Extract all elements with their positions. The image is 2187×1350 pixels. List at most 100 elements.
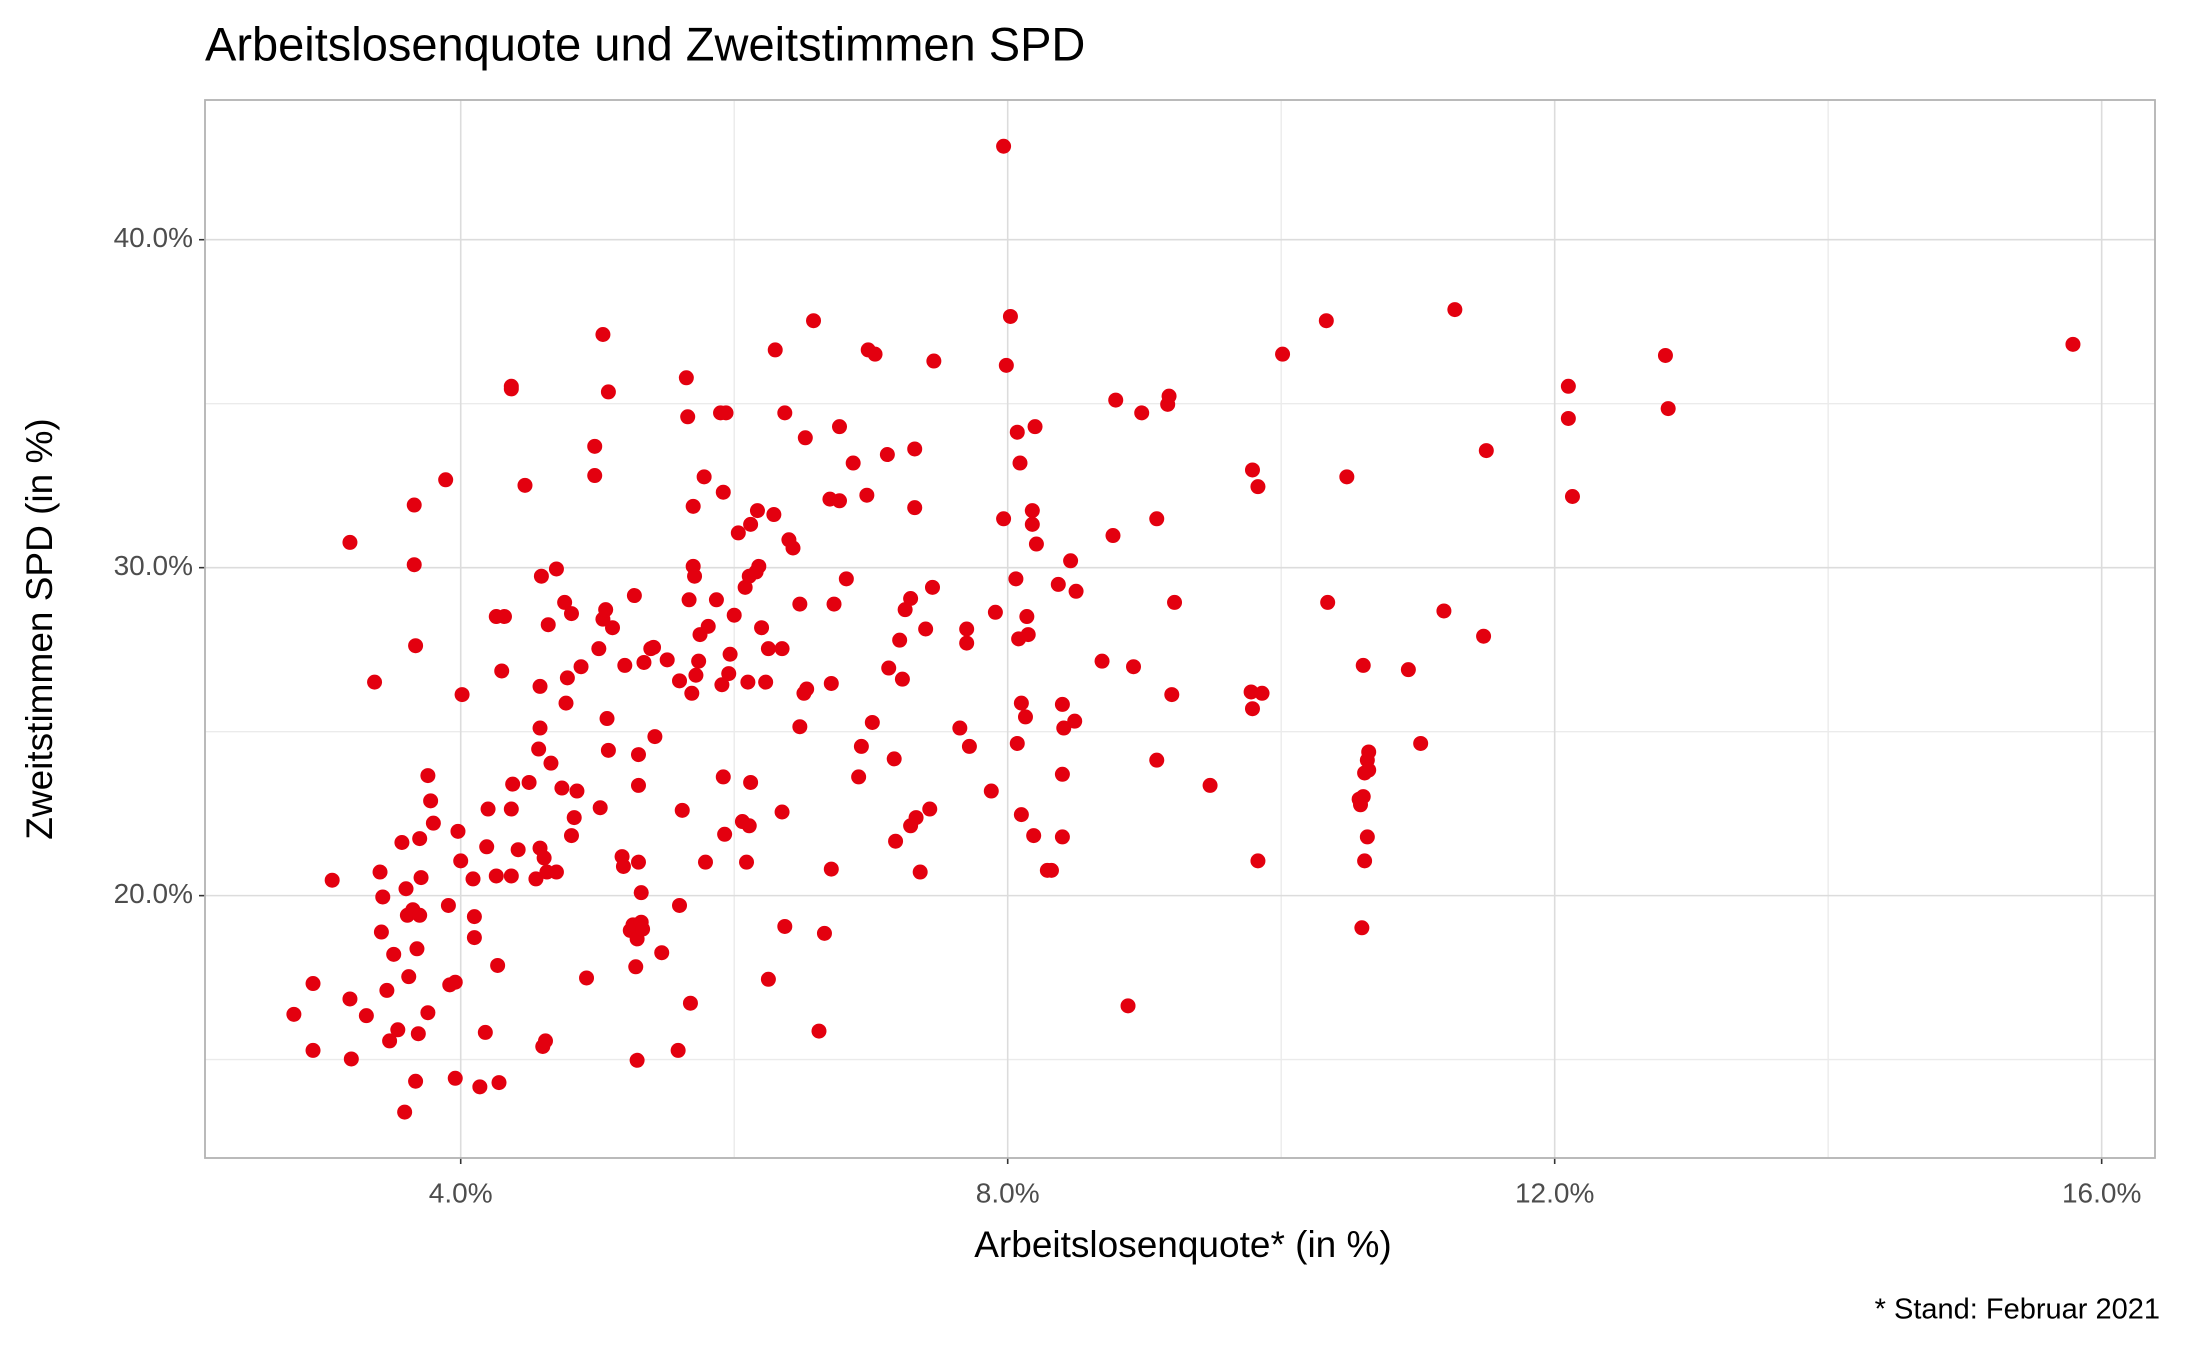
point <box>1054 696 1070 712</box>
point <box>480 801 496 817</box>
point <box>672 897 688 913</box>
point <box>635 921 651 937</box>
point <box>785 540 801 556</box>
point <box>886 751 902 767</box>
point <box>996 138 1012 154</box>
point <box>1024 516 1040 532</box>
point <box>845 455 861 471</box>
x-tick-label: 12.0% <box>1515 1177 1594 1208</box>
point <box>684 685 700 701</box>
point <box>533 568 549 584</box>
point <box>466 909 482 925</box>
point <box>894 671 910 687</box>
point <box>342 534 358 550</box>
point <box>696 469 712 485</box>
point <box>628 959 644 975</box>
point <box>961 738 977 754</box>
point <box>708 592 724 608</box>
point <box>760 641 776 657</box>
point <box>754 620 770 636</box>
point <box>1008 571 1024 587</box>
y-tick-label: 30.0% <box>114 550 193 581</box>
point <box>1067 713 1083 729</box>
point <box>540 617 556 633</box>
point <box>488 868 504 884</box>
panel-border <box>204 99 2156 1159</box>
point <box>629 1052 645 1068</box>
point <box>1560 378 1576 394</box>
point <box>537 1033 553 1049</box>
point <box>996 511 1012 527</box>
point <box>721 666 737 682</box>
point <box>867 346 883 362</box>
point <box>647 729 663 745</box>
point <box>1050 576 1066 592</box>
point <box>1017 709 1033 725</box>
point <box>1026 828 1042 844</box>
point <box>1660 401 1676 417</box>
point <box>453 853 469 869</box>
point <box>423 793 439 809</box>
point <box>397 1104 413 1120</box>
point <box>548 561 564 577</box>
point <box>573 659 589 675</box>
point <box>1054 829 1070 845</box>
point <box>1244 701 1260 717</box>
point <box>379 982 395 998</box>
point <box>412 907 428 923</box>
point <box>410 1026 426 1042</box>
point <box>1320 594 1336 610</box>
point <box>1019 609 1035 625</box>
point <box>816 925 832 941</box>
point <box>879 447 895 463</box>
point <box>406 557 422 573</box>
point <box>1063 553 1079 569</box>
point <box>718 405 734 421</box>
point <box>1357 853 1373 869</box>
point <box>1275 346 1291 362</box>
point <box>777 405 793 421</box>
point <box>959 621 975 637</box>
point <box>587 468 603 484</box>
point <box>630 747 646 763</box>
point <box>305 1042 321 1058</box>
point <box>1012 455 1028 471</box>
point <box>740 674 756 690</box>
point <box>1161 388 1177 404</box>
point <box>826 596 842 612</box>
point <box>1354 920 1370 936</box>
point <box>1413 735 1429 751</box>
point <box>412 831 428 847</box>
point <box>952 720 968 736</box>
point <box>749 503 765 519</box>
point <box>505 776 521 792</box>
point <box>358 1008 374 1024</box>
point <box>1126 659 1142 675</box>
point <box>691 653 707 669</box>
point <box>892 632 908 648</box>
point <box>503 801 519 817</box>
point <box>465 871 481 887</box>
point <box>903 590 919 606</box>
point <box>494 663 510 679</box>
point <box>907 500 923 516</box>
point <box>912 864 928 880</box>
point <box>998 357 1014 373</box>
point <box>1318 313 1334 329</box>
y-axis-title: Zweitstimmen SPD (in %) <box>19 418 60 839</box>
point <box>477 1024 493 1040</box>
point <box>343 1051 359 1067</box>
point <box>1244 462 1260 478</box>
x-tick-label: 16.0% <box>2062 1177 2141 1208</box>
point <box>792 596 808 612</box>
point <box>987 604 1003 620</box>
point <box>1105 528 1121 544</box>
point <box>447 1070 463 1086</box>
x-axis-title: Arbeitslosenquote* (in %) <box>974 1224 1392 1265</box>
point <box>440 897 456 913</box>
point <box>401 969 417 985</box>
point <box>767 342 783 358</box>
point <box>680 409 696 425</box>
point <box>897 602 913 618</box>
point <box>605 620 621 636</box>
